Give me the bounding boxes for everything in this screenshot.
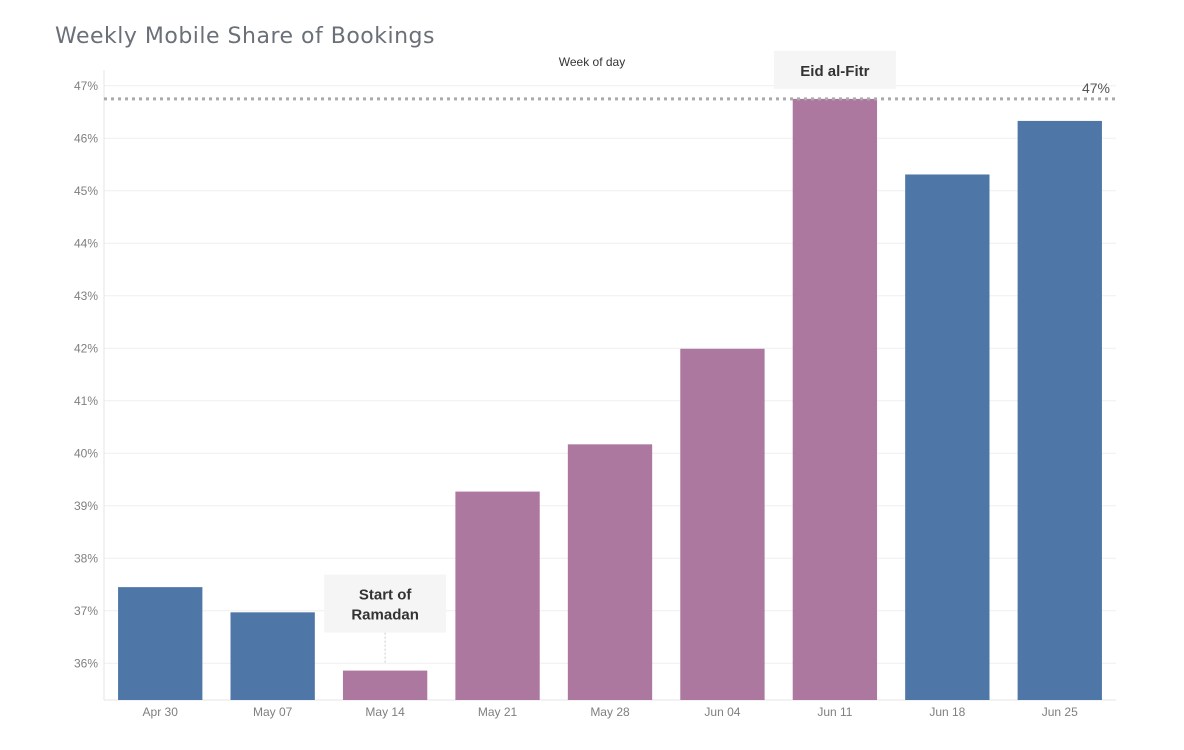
chart-title: Weekly Mobile Share of Bookings	[55, 24, 435, 49]
y-tick-label: 47%	[74, 79, 98, 93]
x-axis-title: Week of day	[558, 55, 626, 69]
x-tick-label: Jun 18	[929, 705, 965, 719]
bar	[1017, 120, 1102, 701]
x-tick-label: Apr 30	[143, 705, 179, 719]
annotation-text: Ramadan	[351, 607, 419, 624]
annotation-box	[773, 50, 896, 89]
annotation-box	[324, 574, 447, 633]
y-tick-label: 42%	[74, 341, 98, 355]
annotation-text: Start of	[359, 587, 413, 604]
y-tick-label: 36%	[74, 656, 98, 670]
y-tick-label: 40%	[74, 446, 98, 460]
y-tick-label: 39%	[74, 499, 98, 513]
y-tick-label: 43%	[74, 289, 98, 303]
bar	[342, 670, 428, 700]
annotation-text: Eid al-Fitr	[800, 63, 869, 80]
bar	[905, 174, 990, 701]
x-tick-label: May 07	[253, 705, 293, 719]
y-tick-label: 44%	[74, 236, 98, 250]
x-tick-label: May 21	[478, 705, 518, 719]
y-tick-label: 38%	[74, 551, 98, 565]
x-tick-label: May 28	[590, 705, 630, 719]
bar	[567, 444, 653, 700]
x-tick-label: Jun 04	[704, 705, 740, 719]
bar	[455, 491, 540, 700]
x-tick-label: Jun 11	[817, 705, 852, 719]
reference-line-label: 47%	[1082, 80, 1110, 96]
x-tick-label: Jun 25	[1042, 705, 1078, 719]
x-tick-label: May 14	[365, 705, 405, 719]
bar	[230, 612, 315, 700]
y-tick-label: 45%	[74, 184, 98, 198]
bar	[118, 587, 203, 700]
y-tick-label: 41%	[74, 394, 98, 408]
y-tick-label: 37%	[74, 604, 98, 618]
bar	[792, 98, 878, 700]
bar	[680, 348, 765, 700]
y-tick-label: 46%	[74, 131, 98, 145]
